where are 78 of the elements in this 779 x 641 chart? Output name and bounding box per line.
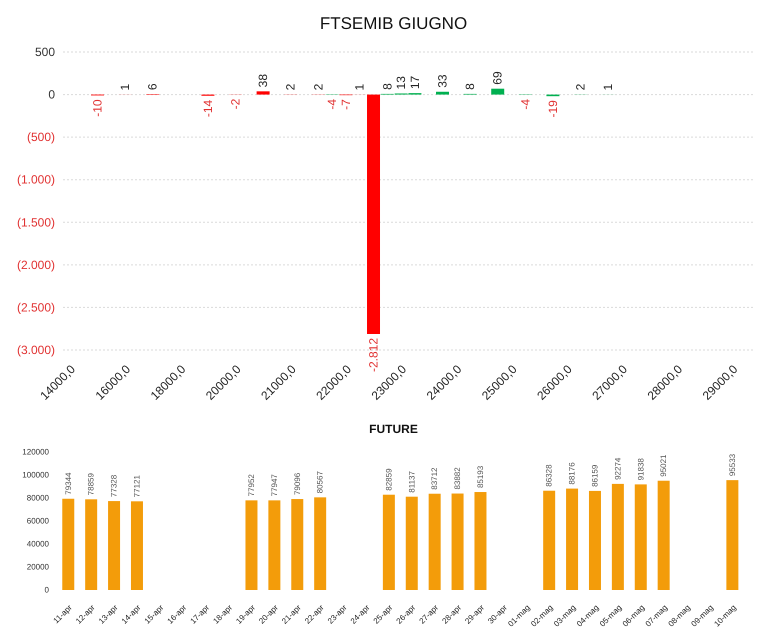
chart-title: FUTURE [368,421,419,438]
data-label: 82859 [384,468,394,491]
data-label: 86328 [544,464,554,487]
data-label: 86159 [590,464,600,487]
bar [406,496,418,590]
bar [291,499,304,590]
data-label: 95533 [728,453,737,476]
y-tick-label: 0 [44,586,50,594]
chart-title: FTSEMIB GIUGNO [318,13,468,35]
data-label: 2 [574,83,588,90]
y-tick-label: 500 [34,45,56,59]
data-label: 81137 [407,470,416,493]
bar [314,497,326,590]
data-label: -14 [200,99,215,118]
data-label: 69 [490,71,505,85]
bar [85,499,98,590]
data-label: 77952 [246,474,256,496]
data-label: -4 [518,98,532,110]
y-tick-label: (1.500) [16,215,55,230]
data-label: 91838 [636,458,646,480]
y-tick-label: (2.000) [16,258,55,272]
data-label: 83712 [430,466,440,490]
bar [428,494,441,590]
data-label: 1 [352,83,367,90]
data-label: 8 [463,82,478,90]
bar [543,490,556,590]
bar [566,488,578,590]
bar [245,500,258,590]
bar [382,494,395,590]
data-label: 1 [601,83,616,90]
data-label: 79344 [64,472,73,495]
data-label: 80567 [316,470,325,494]
data-label: -7 [338,98,353,110]
data-label: -2 [228,98,243,110]
data-label: 92274 [613,457,622,480]
data-label: 2 [284,83,298,90]
y-tick-label: 40000 [26,540,50,548]
y-tick-label: (2.500) [16,300,55,314]
bar [726,480,738,590]
bar [588,490,601,590]
data-label: 95021 [659,454,668,477]
y-tick-label: (3.000) [16,343,55,357]
data-label: 88176 [568,462,577,485]
data-label: 38 [256,74,270,88]
data-label: 17 [408,75,422,90]
y-tick-label: 0 [48,88,56,102]
data-label: 33 [436,74,450,88]
data-label: 77328 [110,474,119,498]
bar [130,501,143,590]
y-tick-label: (500) [26,130,55,144]
data-label: 77947 [270,474,279,496]
data-label: 13 [394,76,408,90]
data-label: -19 [546,100,560,118]
data-label: -4 [325,98,340,110]
bar [62,498,74,590]
bar [634,484,647,590]
y-tick-label: (1.000) [16,172,55,187]
data-label: -10 [90,99,105,117]
bar [108,501,120,590]
data-label: 85193 [476,465,485,488]
data-label: 8 [380,82,394,90]
y-tick-label: 120000 [22,448,50,456]
data-label: 2 [311,83,326,90]
y-tick-label: 60000 [26,516,50,526]
bar [268,500,280,590]
data-label: 79096 [292,472,302,496]
bar [612,484,624,590]
y-tick-label: 80000 [26,494,50,502]
data-label: 83882 [453,466,462,490]
y-tick-label: 100000 [22,470,50,480]
data-label: 77121 [132,474,142,498]
data-label: 78859 [86,472,96,496]
data-label: 6 [146,83,160,90]
y-tick-label: 20000 [26,562,50,572]
bar [474,492,486,590]
bar [452,494,464,590]
data-label: 1 [118,83,132,90]
bar [658,480,670,590]
